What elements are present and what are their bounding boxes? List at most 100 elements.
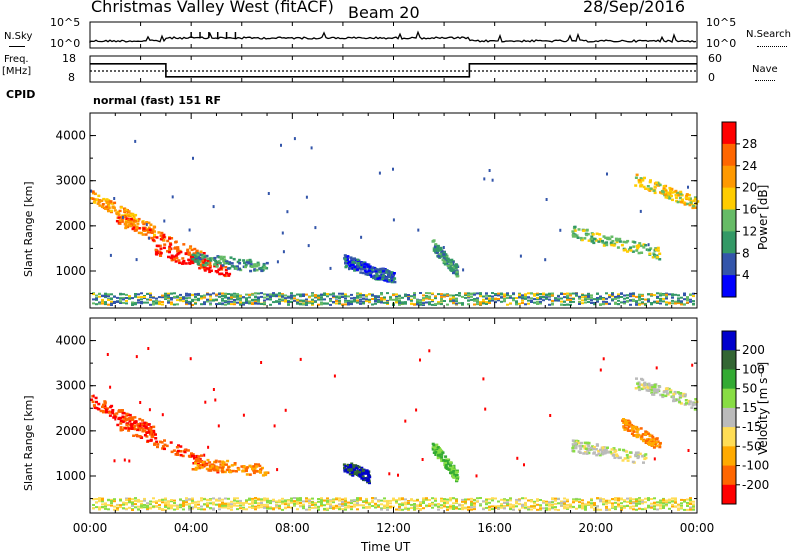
power-ground-scatter-cell [125, 299, 128, 302]
power-data-cell [383, 268, 387, 272]
power-ground-scatter-cell [167, 301, 170, 304]
velocity-data-cell [594, 448, 598, 451]
power-ground-scatter-cell [485, 301, 488, 304]
power-ground-scatter-cell [191, 304, 194, 306]
power-ground-scatter-cell [185, 299, 188, 302]
velocity-ground-scatter-cell [671, 497, 674, 500]
power-data-cell [647, 187, 651, 191]
velocity-ground-scatter-cell [392, 497, 395, 500]
velocity-ground-scatter-cell [365, 501, 368, 504]
power-data-cell [354, 258, 358, 262]
velocity-data-cell [595, 453, 599, 457]
velocity-ground-scatter-cell [323, 507, 326, 510]
velocity-data-cell [433, 446, 437, 450]
power-ground-scatter-cell [671, 293, 674, 296]
power-ground-scatter-cell [254, 298, 257, 301]
power-ground-scatter-cell [113, 300, 116, 303]
velocity-noise-cell [139, 401, 142, 404]
velocity-ground-scatter-cell [380, 503, 383, 506]
power-data-cell [205, 254, 209, 258]
power-ground-scatter-cell [299, 303, 302, 306]
velocity-data-cell [435, 443, 439, 447]
power-ground-scatter-cell [386, 299, 389, 302]
velocity-ground-scatter-cell [635, 500, 638, 503]
power-ground-scatter-cell [395, 301, 398, 304]
velocity-ground-scatter-cell [488, 508, 491, 511]
nave-label: Nave [752, 64, 778, 75]
power-ground-scatter-cell [536, 300, 539, 303]
velocity-data-cell [153, 442, 157, 445]
power-ground-scatter-cell [254, 292, 257, 295]
power-data-cell [686, 202, 690, 206]
power-ground-scatter-cell [413, 292, 416, 295]
power-data-cell [636, 246, 640, 250]
velocity-ground-scatter-cell [113, 508, 116, 511]
velocity-ground-scatter-cell [203, 503, 206, 506]
velocity-data-cell [624, 421, 628, 425]
power-ground-scatter-cell [626, 296, 629, 299]
power-data-cell [190, 255, 194, 259]
velocity-data-cell [609, 451, 613, 454]
velocity-data-cell [207, 469, 211, 472]
power-data-cell [580, 238, 584, 242]
power-data-cell [145, 221, 149, 224]
velocity-ground-scatter-cell [464, 507, 467, 510]
velocity-ground-scatter-cell [506, 501, 509, 504]
velocity-ground-scatter-cell [143, 499, 146, 502]
velocity-data-cell [128, 420, 132, 423]
power-ground-scatter-cell [599, 295, 602, 298]
power-ground-scatter-cell [566, 303, 569, 306]
power-ground-scatter-cell [668, 302, 671, 305]
velocity-data-cell [228, 469, 232, 472]
power-data-cell [227, 274, 231, 277]
velocity-data-cell [165, 444, 169, 448]
nave-tick-top: 60 [708, 52, 722, 65]
velocity-ground-scatter-cell [470, 508, 473, 511]
power-ground-scatter-cell [407, 298, 410, 301]
velocity-ground-scatter-cell [605, 502, 608, 505]
velocity-ground-scatter-cell [383, 500, 386, 503]
power-ground-scatter-cell [581, 302, 584, 305]
power-ground-scatter-cell [323, 298, 326, 301]
velocity-data-cell [214, 460, 218, 464]
velocity-data-cell [216, 468, 220, 471]
power-ground-scatter-cell [293, 294, 296, 297]
velocity-data-cell [258, 470, 262, 473]
velocity-data-cell [441, 451, 445, 454]
power-data-cell [129, 224, 133, 228]
power-ground-scatter-cell [638, 297, 641, 300]
power-ground-scatter-cell [626, 294, 629, 297]
velocity-data-cell [454, 471, 458, 474]
velocity-ground-scatter-cell [164, 503, 167, 505]
velocity-ground-scatter-cell [236, 500, 239, 503]
power-ground-scatter-cell [329, 303, 332, 306]
velocity-data-cell [179, 450, 183, 453]
velocity-noise-cell [203, 453, 206, 457]
power-data-cell [135, 219, 139, 222]
velocity-data-cell [138, 426, 142, 429]
velocity-ground-scatter-cell [269, 499, 272, 502]
power-y-tick-label: 4000 [55, 129, 86, 143]
power-data-cell [363, 269, 367, 272]
power-data-cell [222, 255, 226, 259]
velocity-ground-scatter-cell [188, 502, 191, 505]
velocity-ground-scatter-cell [647, 499, 650, 502]
velocity-data-cell [197, 455, 201, 458]
power-data-cell [211, 257, 215, 260]
velocity-ground-scatter-cell [632, 508, 635, 511]
power-data-cell [350, 267, 354, 270]
velocity-data-cell [606, 451, 610, 454]
velocity-data-cell [669, 389, 673, 392]
velocity-ground-scatter-cell [521, 497, 524, 500]
power-ground-scatter-cell [239, 299, 242, 302]
velocity-data-cell [693, 403, 697, 406]
power-noise-cell [545, 198, 548, 201]
power-ground-scatter-cell [386, 292, 389, 295]
power-data-cell [219, 267, 223, 270]
velocity-data-cell [440, 453, 444, 456]
power-data-cell [667, 193, 671, 196]
velocity-data-cell [667, 387, 671, 391]
velocity-ground-scatter-cell [590, 499, 593, 502]
velocity-data-cell [626, 456, 630, 459]
velocity-ground-scatter-cell [482, 508, 485, 511]
